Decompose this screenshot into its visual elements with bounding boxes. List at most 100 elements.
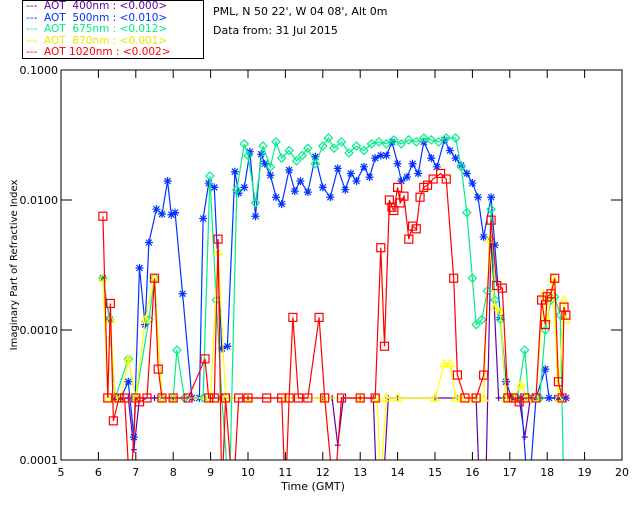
data-point	[272, 193, 281, 202]
data-point	[234, 189, 243, 198]
data-point	[98, 211, 108, 221]
data-point	[245, 147, 254, 156]
data-point	[124, 377, 133, 386]
data-point	[392, 392, 403, 402]
data-point	[239, 139, 250, 149]
y-tick-label: 0.0010	[20, 324, 59, 337]
data-point	[439, 358, 450, 368]
data-point	[142, 393, 152, 403]
data-point	[336, 137, 347, 147]
data-point	[157, 393, 167, 403]
data-point	[366, 139, 377, 149]
data-point	[503, 393, 513, 403]
data-point	[379, 341, 390, 351]
data-point	[209, 393, 219, 403]
data-point	[365, 173, 374, 182]
series-3	[97, 233, 571, 460]
data-point	[183, 393, 193, 403]
data-point	[445, 146, 454, 155]
data-point	[98, 274, 107, 283]
data-point	[451, 154, 460, 163]
data-point	[441, 133, 452, 143]
data-point	[389, 135, 399, 145]
data-point	[414, 169, 423, 178]
data-point	[157, 210, 166, 219]
data-point	[396, 139, 407, 149]
data-point	[553, 377, 564, 387]
data-point	[140, 314, 151, 324]
data-point	[344, 148, 354, 158]
x-tick-label: 15	[428, 466, 442, 479]
data-point	[479, 232, 488, 241]
data-point	[130, 446, 137, 453]
data-point	[452, 370, 463, 380]
data-point	[199, 214, 208, 223]
data-point	[291, 156, 302, 166]
data-point	[461, 207, 472, 218]
data-point	[152, 205, 161, 214]
data-point	[429, 392, 441, 402]
data-point	[376, 243, 386, 253]
data-point	[495, 394, 502, 401]
data-point	[393, 182, 403, 193]
data-point	[486, 204, 496, 215]
data-point	[213, 234, 223, 244]
data-point	[427, 154, 436, 163]
data-point	[266, 171, 275, 180]
data-point	[484, 233, 495, 243]
data-point	[265, 161, 276, 172]
data-point	[205, 171, 215, 181]
y-axis-label: Imaginary Part of Refractive Index	[9, 180, 20, 351]
data-point	[471, 319, 481, 330]
data-point	[303, 188, 312, 197]
x-tick-label: 14	[391, 466, 405, 479]
x-tick-label: 12	[316, 466, 330, 479]
data-point	[105, 298, 115, 309]
data-point	[271, 137, 281, 147]
data-point	[200, 354, 210, 364]
data-point	[234, 393, 244, 403]
data-point	[456, 161, 467, 172]
legend-item-870: --- AOT 870nm : <0.001>	[26, 34, 168, 47]
legend: --- AOT 400nm : <0.000> --- AOT 500nm : …	[22, 0, 204, 59]
data-point	[204, 393, 214, 403]
data-point	[217, 344, 226, 353]
data-point	[403, 135, 414, 145]
data-point	[411, 137, 422, 147]
data-point	[167, 210, 176, 219]
data-point	[550, 273, 560, 283]
data-point	[149, 273, 160, 283]
data-point	[250, 198, 261, 208]
data-point	[520, 393, 530, 403]
data-point	[303, 393, 313, 403]
data-point	[198, 393, 208, 403]
data-point	[471, 393, 481, 403]
data-point	[240, 183, 249, 192]
data-point	[277, 200, 286, 209]
data-point	[285, 166, 294, 175]
data-point	[428, 174, 438, 184]
data-point	[317, 141, 328, 151]
plot-frame	[60, 69, 623, 461]
x-tick-label: 18	[540, 466, 554, 479]
x-tick-label: 13	[353, 466, 367, 479]
data-point	[223, 342, 232, 351]
data-point	[376, 151, 385, 160]
data-point	[411, 224, 421, 234]
series-4	[98, 168, 571, 460]
data-point	[204, 179, 213, 188]
data-point	[486, 215, 496, 225]
data-point	[536, 295, 547, 305]
data-point	[404, 234, 414, 244]
data-point	[393, 159, 402, 168]
data-point	[284, 145, 294, 156]
data-point	[432, 162, 441, 171]
data-point	[276, 153, 287, 163]
data-point	[495, 305, 506, 315]
data-point	[418, 133, 429, 143]
legend-item-675: --- AOT 675nm : <0.012>	[26, 23, 168, 36]
data-point	[371, 154, 380, 163]
data-point	[172, 345, 182, 355]
data-point	[422, 180, 433, 190]
data-point	[492, 280, 502, 291]
